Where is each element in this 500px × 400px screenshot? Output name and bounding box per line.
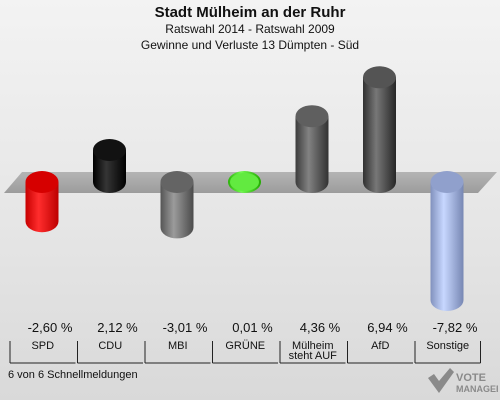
- bar-3: [160, 171, 194, 239]
- category-label-2: CDU: [98, 340, 122, 352]
- bar-5: [295, 105, 329, 193]
- value-label-6: 6,94 %: [367, 320, 408, 335]
- category-label-7: Sonstige: [426, 340, 469, 352]
- bar-3-top: [160, 171, 194, 193]
- bar-7-bottom: [430, 289, 464, 311]
- value-label-3: -3,01 %: [163, 320, 208, 335]
- value-label-1: -2,60 %: [28, 320, 73, 335]
- bar-1-top: [25, 171, 59, 193]
- bar-4-top: [230, 173, 259, 191]
- bar-2-bottom: [93, 171, 126, 193]
- category-label-4: GRÜNE: [225, 340, 265, 352]
- category-label-3: MBI: [168, 340, 188, 352]
- bar-6: [363, 66, 396, 193]
- bar-6-body: [363, 77, 396, 182]
- bar-2-top: [93, 139, 126, 162]
- bar-7: [430, 171, 464, 311]
- category-label-5-line-1: Mülheim: [292, 340, 334, 352]
- bar-5-bottom: [295, 171, 329, 193]
- bar-4: [228, 171, 261, 193]
- bar-7-body: [430, 182, 464, 300]
- value-label-2: 2,12 %: [97, 320, 138, 335]
- category-label-1: SPD: [31, 340, 54, 352]
- bar-5-top: [295, 105, 329, 128]
- chart-title: Stadt Mülheim an der Ruhr: [154, 4, 346, 21]
- votemanager-logo: VOTE MANAGER: [428, 368, 498, 394]
- bar-2: [93, 139, 126, 193]
- bar-1-bottom: [25, 210, 59, 233]
- category-label-6: AfD: [371, 340, 389, 352]
- bar-6-top: [363, 66, 396, 89]
- value-label-4: 0,01 %: [232, 320, 273, 335]
- svg-text:VOTE: VOTE: [456, 372, 486, 384]
- bar-3-bottom: [160, 216, 194, 239]
- chart-subtitle-2: Gewinne und Verluste 13 Dümpten - Süd: [140, 38, 360, 52]
- svg-text:MANAGER: MANAGER: [456, 384, 498, 394]
- value-label-7: -7,82 %: [433, 320, 478, 335]
- chart-subtitle: Ratswahl 2014 - Ratswahl 2009: [165, 22, 335, 36]
- bar-6-bottom: [363, 171, 396, 193]
- footer-note: 6 von 6 Schnellmeldungen: [8, 369, 138, 381]
- bar-7-top: [430, 171, 464, 193]
- bar-1: [25, 171, 59, 233]
- checkmark-icon: [428, 368, 454, 393]
- category-label-5-line-2: steht AUF: [289, 350, 338, 362]
- value-label-5: 4,36 %: [300, 320, 341, 335]
